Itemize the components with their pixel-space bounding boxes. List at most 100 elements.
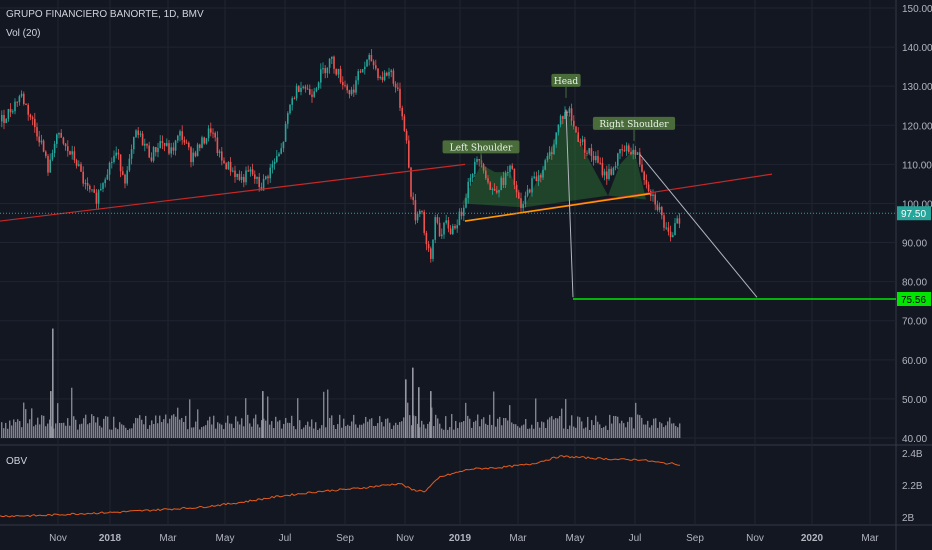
- candle-body: [425, 232, 428, 245]
- volume-bar: [459, 422, 461, 438]
- candle-body: [75, 160, 78, 166]
- volume-bar: [109, 429, 111, 438]
- candle-body: [467, 181, 469, 199]
- candle-body: [344, 85, 346, 87]
- volume-bar: [315, 422, 317, 438]
- candle-body: [586, 152, 588, 154]
- candle-body: [663, 215, 665, 228]
- candle-body: [315, 88, 318, 92]
- candle-body: [592, 155, 595, 161]
- volume-bar-spike: [418, 387, 420, 438]
- volume-bar: [197, 409, 199, 438]
- candle-body: [23, 93, 25, 105]
- y-tick-label: 40.00: [902, 434, 927, 445]
- candle-body: [69, 151, 71, 155]
- volume-bar: [93, 416, 95, 438]
- candle-body: [194, 152, 197, 157]
- candle-body: [278, 153, 280, 157]
- candle-body: [496, 190, 498, 193]
- volume-bar: [511, 422, 513, 438]
- volume-bar: [673, 423, 675, 438]
- volume-bar: [273, 428, 275, 438]
- candle-body: [179, 131, 181, 136]
- volume-bar: [95, 422, 97, 438]
- volume-bar: [261, 420, 263, 438]
- volume-bar: [357, 427, 359, 438]
- volume-bar: [157, 423, 159, 438]
- candle-body: [49, 159, 51, 173]
- x-tick-label: 2019: [449, 533, 472, 544]
- volume-bar: [393, 425, 395, 438]
- volume-bar: [77, 429, 79, 438]
- volume-bar: [49, 419, 51, 438]
- volume-bar: [287, 422, 289, 438]
- volume-bar: [289, 422, 291, 438]
- candle-body: [210, 128, 212, 133]
- volume-bar: [523, 424, 525, 438]
- y-tick-label: 130.00: [902, 82, 932, 93]
- candle-body: [456, 225, 458, 229]
- candle-body: [632, 149, 634, 155]
- volume-bar: [421, 420, 423, 438]
- y-tick-label: 50.00: [902, 395, 927, 406]
- candle-body: [408, 140, 410, 168]
- candle-body: [225, 163, 227, 170]
- volume-bar: [507, 420, 509, 438]
- candle-body: [414, 200, 417, 221]
- volume-bar: [495, 426, 497, 438]
- y-tick-label: 110.00: [902, 160, 932, 171]
- volume-bar: [285, 417, 287, 438]
- projection-line: [639, 154, 758, 298]
- volume-bar: [221, 424, 223, 438]
- candle-body: [405, 130, 408, 141]
- volume-bar: [397, 424, 399, 438]
- candle-body: [412, 196, 414, 201]
- volume-bar: [267, 396, 269, 438]
- candle-body: [38, 136, 40, 143]
- volume-bar: [183, 421, 185, 438]
- volume-bar: [237, 421, 239, 438]
- candle-body: [346, 85, 348, 91]
- volume-bar: [89, 422, 91, 438]
- candle-body: [304, 86, 307, 89]
- candle-body: [564, 111, 566, 119]
- candle-body: [469, 177, 472, 182]
- volume-bar: [409, 415, 411, 438]
- volume-bar: [111, 429, 113, 438]
- candle-body: [568, 108, 571, 114]
- candle-body: [128, 158, 131, 171]
- volume-bar: [605, 425, 607, 438]
- candle-body: [423, 211, 425, 233]
- x-tick-label: May: [566, 533, 585, 544]
- volume-bar: [481, 419, 483, 438]
- volume-bar: [309, 426, 311, 438]
- volume-bar: [85, 414, 87, 438]
- candle-body: [254, 174, 256, 179]
- volume-bar: [431, 407, 433, 438]
- y-axis[interactable]: 150.00 140.00 130.00 120.00 110.00 100.00 90.0…: [897, 4, 932, 524]
- volume-bar: [271, 421, 273, 438]
- volume-bar: [75, 419, 77, 438]
- volume-bar: [159, 415, 161, 438]
- x-axis[interactable]: Nov 2018 Mar May Jul Sep Nov 2019 Mar May Jul Sep No…: [49, 533, 879, 544]
- candle-body: [370, 55, 373, 62]
- volume-bar: [215, 428, 217, 438]
- volume-bar: [531, 424, 533, 438]
- volume-bar: [131, 428, 133, 438]
- candle-body: [144, 143, 146, 146]
- volume-bar: [323, 391, 325, 438]
- candle-body: [342, 82, 344, 86]
- volume-bar: [43, 415, 45, 438]
- right-shoulder-area: [608, 148, 646, 200]
- volume-bar: [429, 421, 431, 438]
- volume-bar: [497, 418, 499, 438]
- volume-bar: [619, 423, 621, 438]
- candle-body: [529, 189, 531, 193]
- candle-body: [5, 118, 7, 124]
- candle-body: [364, 66, 366, 70]
- candle-body: [311, 94, 313, 97]
- candle-body: [372, 61, 375, 66]
- volume-bar: [251, 426, 253, 438]
